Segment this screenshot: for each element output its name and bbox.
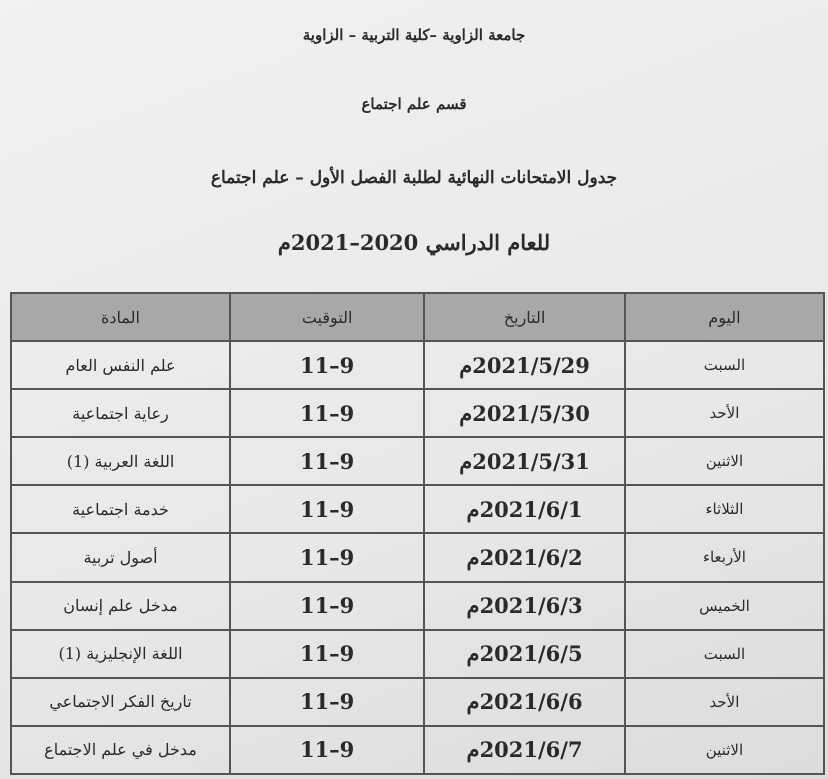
exam-schedule-table: اليوم التاريخ التوقيت المادة السبت 2021/5… xyxy=(9,292,826,776)
cell-subject: مدخل في علم الاجتماع xyxy=(9,724,232,776)
cell-date: 2021/6/5م xyxy=(423,628,626,679)
cell-date: 2021/6/6م xyxy=(423,676,626,727)
cell-date: 2021/5/29م xyxy=(423,339,626,391)
cell-time: 11–9 xyxy=(229,580,426,631)
cell-date: 2021/5/31م xyxy=(423,436,626,487)
column-header-date: التاريخ xyxy=(423,292,626,342)
cell-subject: اللغة الإنجليزية (1) xyxy=(9,628,232,679)
cell-subject: تاريخ الفكر الاجتماعي xyxy=(9,676,232,727)
cell-day: الأحد xyxy=(623,388,826,439)
column-header-day: اليوم xyxy=(623,292,826,342)
table-row: الثلاثاء 2021/6/1م 11–9 خدمة اجتماعية xyxy=(9,484,826,535)
table-row: الأحد 2021/6/6م 11–9 تاريخ الفكر الاجتماعي xyxy=(9,676,826,727)
column-header-time: التوقيت xyxy=(229,292,426,342)
cell-date: 2021/6/2م xyxy=(423,532,626,583)
cell-day: السبت xyxy=(623,628,826,679)
cell-time: 11–9 xyxy=(229,436,426,487)
cell-date: 2021/6/7م xyxy=(423,724,626,776)
cell-time: 11–9 xyxy=(229,676,426,727)
column-header-subject: المادة xyxy=(9,292,232,342)
cell-day: الأربعاء xyxy=(623,532,826,583)
table-row: الأربعاء 2021/6/2م 11–9 أصول تربية xyxy=(9,532,826,583)
cell-day: الاثنين xyxy=(623,436,826,487)
cell-day: الخميس xyxy=(623,580,826,631)
cell-time: 11–9 xyxy=(229,484,426,535)
cell-subject: خدمة اجتماعية xyxy=(9,484,232,535)
cell-day: الاثنين xyxy=(623,724,826,776)
cell-day: الثلاثاء xyxy=(623,484,826,535)
cell-day: الأحد xyxy=(623,676,826,727)
cell-subject: علم النفس العام xyxy=(9,339,232,391)
cell-time: 11–9 xyxy=(229,388,426,439)
table-header-row: اليوم التاريخ التوقيت المادة xyxy=(9,292,826,342)
department-heading: قسم علم اجتماع xyxy=(361,95,467,113)
cell-subject: أصول تربية xyxy=(9,532,232,583)
cell-subject: اللغة العربية (1) xyxy=(9,436,232,487)
cell-subject: رعاية اجتماعية xyxy=(9,388,232,439)
academic-year: للعام الدراسي 2020–2021م xyxy=(277,230,551,255)
cell-day: السبت xyxy=(623,339,826,391)
cell-time: 11–9 xyxy=(229,339,426,391)
table-row: الأحد 2021/5/30م 11–9 رعاية اجتماعية xyxy=(9,388,826,439)
cell-date: 2021/5/30م xyxy=(423,388,626,439)
table-row: الاثنين 2021/5/31م 11–9 اللغة العربية (1) xyxy=(9,436,826,487)
cell-time: 11–9 xyxy=(229,532,426,583)
cell-date: 2021/6/1م xyxy=(423,484,626,535)
table-row: الخميس 2021/6/3م 11–9 مدخل علم إنسان xyxy=(9,580,826,631)
table-row: السبت 2021/5/29م 11–9 علم النفس العام xyxy=(9,339,826,391)
cell-time: 11–9 xyxy=(229,628,426,679)
table-row: السبت 2021/6/5م 11–9 اللغة الإنجليزية (1) xyxy=(9,628,826,679)
schedule-title: جدول الامتحانات النهائية لطلبة الفصل الأ… xyxy=(210,168,618,188)
cell-time: 11–9 xyxy=(229,724,426,776)
cell-date: 2021/6/3م xyxy=(423,580,626,631)
university-heading: جامعة الزاوية –كلية التربية – الزاوية xyxy=(302,26,526,44)
table-row: الاثنين 2021/6/7م 11–9 مدخل في علم الاجتماع xyxy=(9,724,826,776)
cell-subject: مدخل علم إنسان xyxy=(9,580,232,631)
